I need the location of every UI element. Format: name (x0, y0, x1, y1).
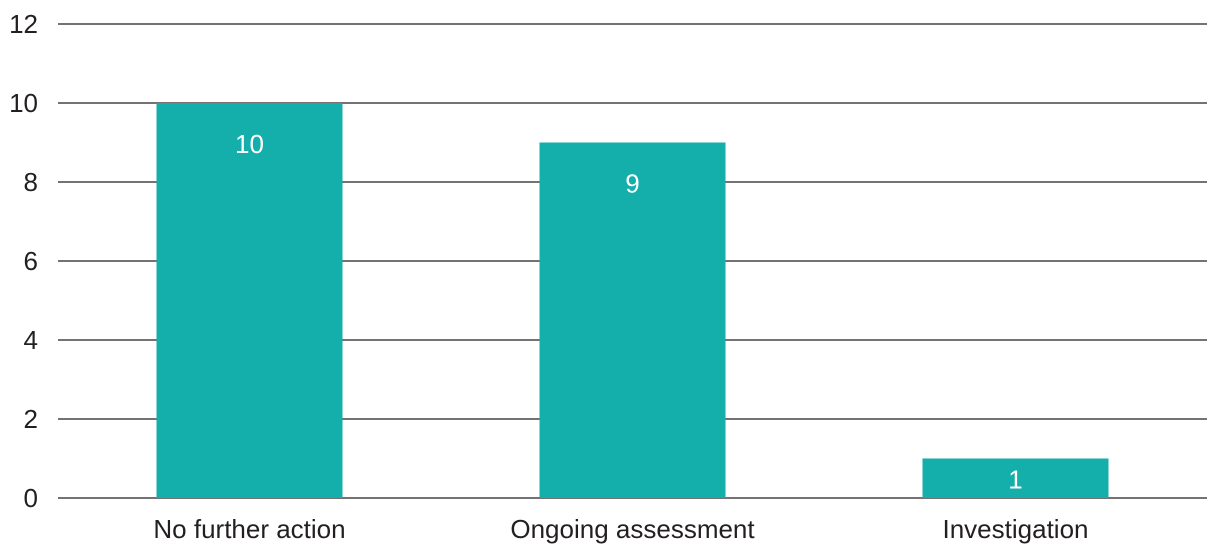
data-label: 10 (235, 129, 264, 159)
category-label: Ongoing assessment (510, 514, 755, 544)
y-tick-label: 4 (24, 325, 38, 355)
y-tick-label: 0 (24, 483, 38, 513)
category-labels: No further action Ongoing assessment Inves… (153, 514, 1088, 544)
bar (156, 103, 343, 498)
y-tick-label: 6 (24, 246, 38, 276)
y-tick-label: 12 (9, 9, 38, 39)
y-tick-label: 8 (24, 167, 38, 197)
category-label: Investigation (943, 514, 1089, 544)
bar (922, 458, 1109, 498)
y-tick-label: 2 (24, 404, 38, 434)
data-label: 9 (625, 169, 639, 199)
y-axis-ticks: 0 2 4 6 8 10 12 (9, 9, 38, 513)
category-label: No further action (153, 514, 345, 544)
y-tick-label: 10 (9, 88, 38, 118)
data-label: 1 (1008, 464, 1022, 494)
bars (156, 103, 1109, 498)
bar (539, 142, 726, 498)
data-labels: 10 9 1 (235, 129, 1023, 494)
